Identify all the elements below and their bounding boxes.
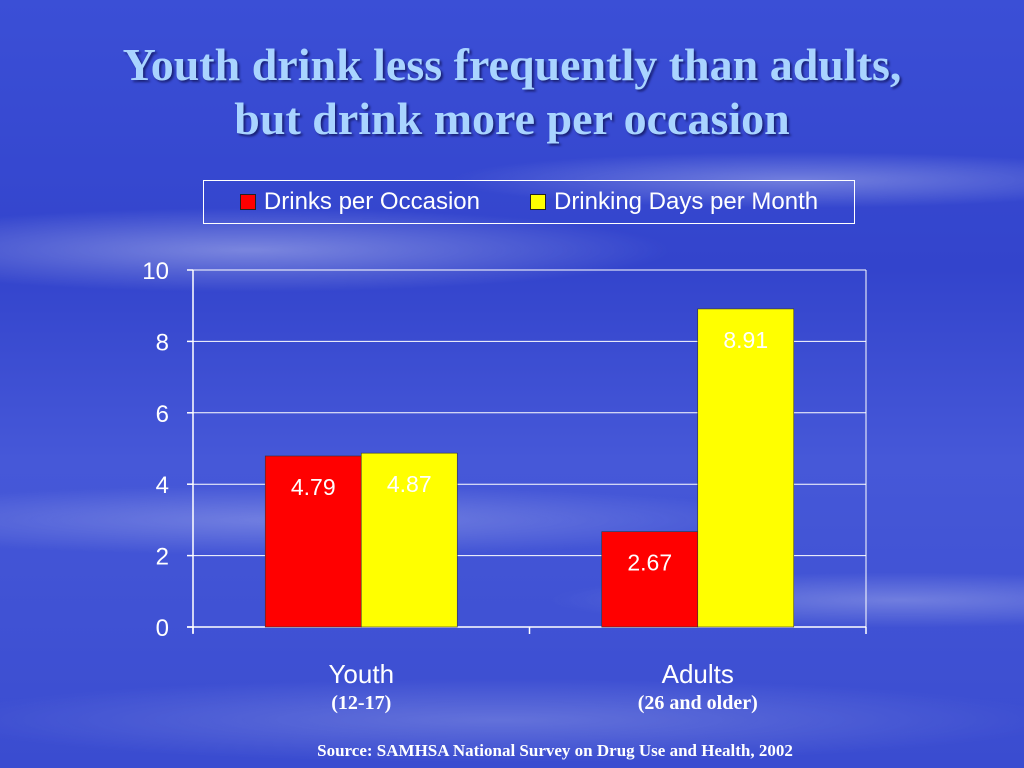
legend-swatch-red [239,194,256,210]
legend-swatch-yellow [529,194,546,210]
y-tick-label: 8 [156,329,169,356]
category-label: Adults [662,659,734,689]
legend-item-drinks-per-occasion: Drinks per Occasion [239,188,480,216]
data-label: 2.67 [627,550,672,576]
data-label: 4.79 [291,474,336,500]
legend-label-drinks-per-occasion: Drinks per Occasion [263,188,480,215]
category-sublabel: (12-17) [331,692,391,714]
y-tick-label: 10 [142,258,169,285]
legend-item-drinking-days: Drinking Days per Month [529,188,819,216]
chart-title: Youth drink less frequently than adults,… [0,38,1024,146]
bar [264,455,362,628]
title-line-2: but drink more per occasion [234,93,790,144]
data-label: 8.91 [723,327,768,353]
source-note: Source: SAMHSA National Survey on Drug U… [317,741,793,760]
category-label: Youth [328,659,394,689]
title-line-1: Youth drink less frequently than adults, [122,39,902,90]
y-tick-label: 0 [156,615,169,642]
bar [360,452,458,628]
y-tick-label: 6 [156,401,169,428]
y-tick-label: 4 [156,472,169,499]
y-tick-label: 2 [156,544,169,571]
data-label: 4.87 [387,471,432,497]
category-sublabel: (26 and older) [638,692,758,714]
legend-label-drinking-days: Drinking Days per Month [553,188,819,215]
bar [601,531,699,628]
bar [697,308,795,628]
legend: Drinks per Occasion Drinking Days per Mo… [203,180,855,224]
